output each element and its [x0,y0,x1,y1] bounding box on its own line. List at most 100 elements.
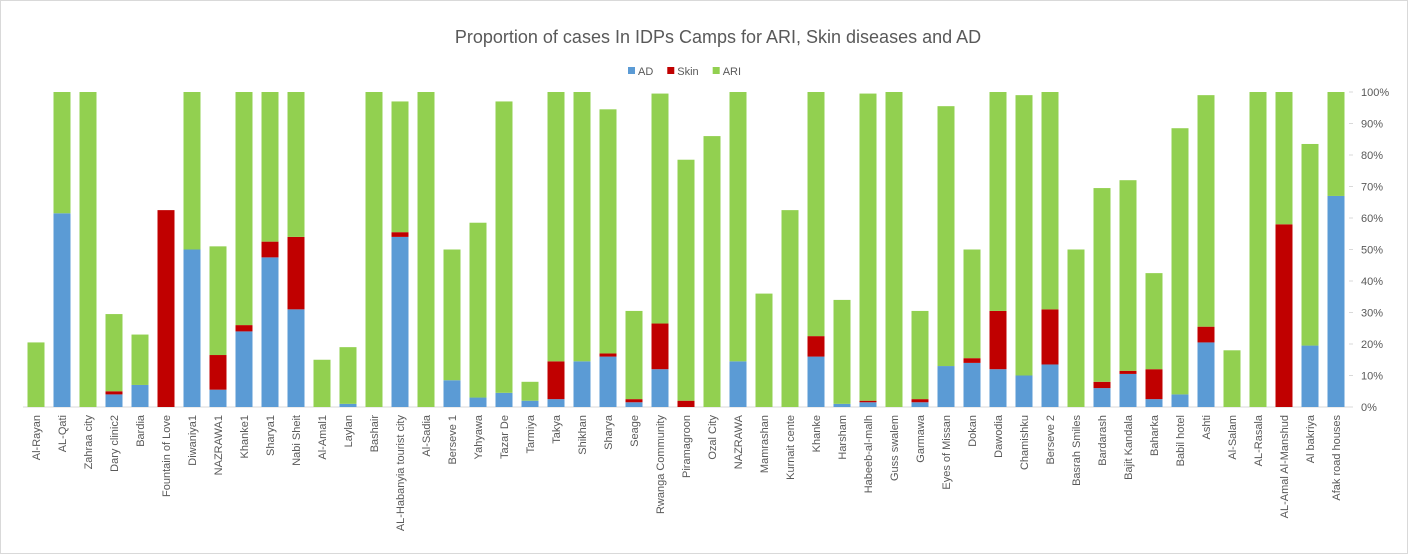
bar-segment [521,400,539,407]
x-tick-label: Kurnait cente [785,415,797,480]
bar-segment [209,246,227,356]
x-tick-label: Dokan [967,415,979,447]
bar-segment [209,389,227,407]
x-tick-label: Al bakriya [1305,414,1317,463]
bar-segment [1275,224,1293,407]
bar-segment [911,310,929,400]
y-tick-label: 40% [1361,276,1383,288]
x-tick-label: Afak road houses [1331,415,1343,501]
bar-segment [1171,394,1189,407]
y-tick-label: 30% [1361,308,1383,320]
x-tick-label: Dawodia [993,414,1005,458]
y-tick-label: 20% [1361,339,1383,351]
y-tick-label: 0% [1361,402,1377,414]
bar-segment [963,249,981,359]
legend-label: ARI [723,66,741,78]
bar-segment [729,92,747,362]
bar-segment [391,236,409,407]
bar-segment [1197,326,1215,343]
bar-segment [833,403,851,407]
x-tick-label: AL-Habanyia tourist city [395,415,407,532]
bar-segment [651,93,669,324]
x-tick-label: Al-Rayan [31,415,43,460]
bar-segment [365,92,383,407]
bar-segment [1015,95,1033,376]
bar-segment [937,106,955,367]
bar-segment [833,299,851,404]
bar-segment [989,92,1007,311]
bar-segment [391,232,409,237]
bar-segment [937,366,955,407]
bar-segment [183,249,201,407]
bar-segment [1093,188,1111,382]
x-tick-label: Babil hotel [1175,415,1187,466]
x-tick-label: Ozal City [707,415,719,460]
bar-segment [1119,180,1137,371]
x-tick-label: Laylan [343,415,355,447]
x-tick-label: Garmawa [915,414,927,463]
bar-segment [547,92,565,362]
bar-segment [547,399,565,407]
legend-label: Skin [677,66,698,78]
bar-segment [807,356,825,407]
bar-segment [235,331,253,407]
x-tick-label: Shikhan [577,415,589,455]
x-tick-label: Bardia [135,414,147,447]
x-tick-label: Nabi Sheit [291,415,303,466]
bar-segment [1119,370,1137,374]
x-tick-label: Chamishku [1019,415,1031,470]
bar-segment [677,400,695,407]
x-tick-label: Al-Sadia [421,414,433,456]
bar-segment [261,92,279,242]
bar-segment [807,336,825,357]
bar-segment [885,92,903,407]
bar-segment [1223,350,1241,407]
bar-segment [313,359,331,407]
bar-segment [261,241,279,258]
bar-segment [105,391,123,395]
bar-segment [1197,95,1215,327]
bar-segment [625,399,643,403]
x-tick-label: Berseve 2 [1045,415,1057,465]
bar-segment [495,392,513,407]
x-tick-label: Fountain of Love [161,415,173,497]
bar-segment [989,310,1007,370]
x-tick-label: Khanke1 [239,415,251,458]
bar-segment [417,92,435,407]
bar-segment [209,355,227,390]
x-tick-label: Berseve 1 [447,415,459,465]
bar-segment [1093,381,1111,389]
bar-segment [1119,373,1137,407]
bar-segment [469,222,487,398]
x-tick-label: Al-Salam [1227,415,1239,460]
x-tick-label: Basrah Smiles [1071,415,1083,486]
bar-segment [1041,364,1059,407]
bar-segment [599,356,617,407]
bar-segment [495,101,513,393]
x-tick-label: Al-Amal1 [317,415,329,460]
bar-segment [391,101,409,233]
x-tick-label: Eyes of Missan [941,415,953,490]
bar-segment [963,362,981,407]
bar-segment [469,397,487,407]
bar-segment [599,109,617,354]
x-tick-label: Guss swalem [889,415,901,481]
legend-label: AD [638,66,653,78]
bar-segment [1145,273,1163,370]
y-tick-label: 90% [1361,119,1383,131]
x-tick-label: Bardarash [1097,415,1109,466]
bar-segment [625,402,643,407]
x-tick-label: Bashair [369,415,381,453]
x-tick-label: Tazar De [499,415,511,459]
bar-segment [261,257,279,407]
bar-segment [1327,92,1345,196]
bar-segment [157,210,175,407]
bar-segment [105,394,123,407]
x-tick-label: Mamrashan [759,415,771,473]
x-tick-label: Harsham [837,415,849,460]
x-tick-label: Rwanga Community [655,415,667,515]
bar-segment [573,361,591,407]
x-tick-label: Ashti [1201,415,1213,439]
bar-segment [1275,92,1293,225]
